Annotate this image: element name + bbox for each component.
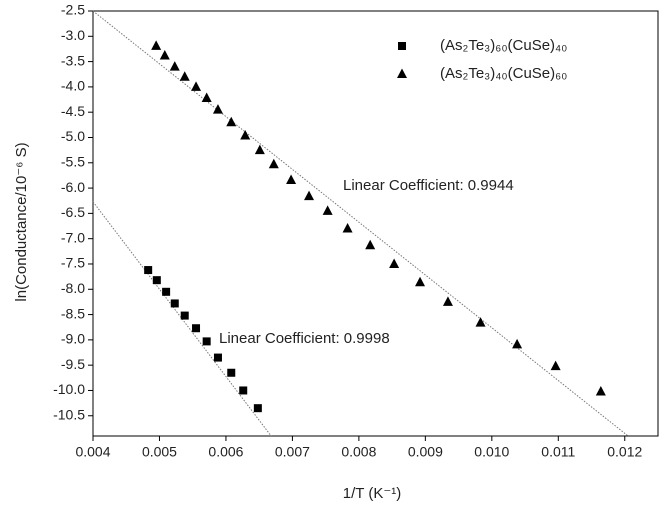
- y-tick-label: -5.5: [61, 153, 85, 169]
- x-tick-label: 0.012: [607, 444, 642, 460]
- x-tick-label: 0.008: [341, 444, 376, 460]
- y-tick-label: -2.5: [61, 2, 85, 18]
- marker-triangle: [595, 385, 606, 396]
- marker-square: [144, 266, 153, 275]
- y-tick-label: -5.0: [61, 128, 85, 144]
- x-tick-label: 0.004: [75, 444, 110, 460]
- marker-square: [202, 337, 211, 346]
- marker-triangle: [475, 317, 486, 327]
- y-tick-label: -4.0: [61, 78, 85, 94]
- marker-triangle: [550, 360, 561, 371]
- y-tick-label: -7.5: [61, 255, 85, 271]
- marker-triangle: [512, 338, 523, 349]
- marker-triangle: [415, 276, 426, 287]
- x-tick-label: 0.005: [142, 444, 177, 460]
- y-tick-label: -7.0: [61, 229, 85, 245]
- marker-triangle: [254, 144, 265, 155]
- y-tick-label: -4.5: [61, 103, 85, 119]
- marker-triangle: [268, 158, 279, 169]
- y-axis-label: ln(Conductance/10⁻⁶ S): [13, 142, 30, 301]
- legend-label: (As₂Te₃)₄₀(CuSe)₆₀: [440, 65, 567, 82]
- marker-triangle: [191, 81, 202, 91]
- marker-triangle: [304, 190, 315, 201]
- annotation: Linear Coefficient: 0.9998: [219, 330, 390, 347]
- x-tick-label: 0.006: [208, 444, 243, 460]
- y-tick-label: -3.5: [61, 52, 85, 68]
- x-tick-label: 0.009: [408, 444, 443, 460]
- marker-square: [162, 287, 171, 296]
- legend-marker: [398, 42, 406, 50]
- marker-triangle: [179, 71, 190, 81]
- marker-square: [213, 353, 222, 362]
- marker-square: [192, 324, 201, 333]
- y-tick-label: -6.5: [61, 204, 85, 220]
- y-tick-label: -9.0: [61, 331, 85, 347]
- annotation: Linear Coefficient: 0.9944: [343, 177, 514, 194]
- x-tick-label: 0.007: [275, 444, 310, 460]
- legend-label: (As₂Te₃)₆₀(CuSe)₄₀: [440, 37, 567, 54]
- x-tick-label: 0.011: [541, 444, 575, 460]
- marker-triangle: [212, 104, 223, 114]
- marker-triangle: [226, 116, 237, 127]
- marker-square: [227, 368, 236, 377]
- x-tick-label: 0.010: [474, 444, 509, 460]
- marker-triangle: [365, 239, 376, 250]
- marker-square: [170, 299, 179, 308]
- marker-square: [180, 311, 189, 320]
- y-tick-label: -6.0: [61, 179, 85, 195]
- marker-triangle: [201, 92, 212, 103]
- y-tick-label: -10.5: [53, 406, 85, 422]
- marker-triangle: [322, 205, 333, 215]
- marker-triangle: [442, 296, 453, 306]
- plot-frame: [92, 10, 659, 437]
- y-tick-label: -8.5: [61, 305, 85, 321]
- marker-triangle: [389, 258, 400, 268]
- marker-square: [152, 276, 161, 285]
- marker-triangle: [342, 223, 353, 233]
- y-tick-label: -10.0: [53, 381, 85, 397]
- marker-square: [253, 404, 262, 413]
- marker-triangle: [286, 174, 297, 184]
- marker-triangle: [151, 40, 162, 50]
- marker-triangle: [159, 50, 170, 60]
- y-tick-label: -8.0: [61, 280, 85, 296]
- x-axis-label: 1/T (K⁻¹): [343, 485, 401, 502]
- legend-marker: [397, 68, 407, 78]
- marker-triangle: [169, 61, 180, 71]
- y-tick-label: -9.5: [61, 356, 85, 372]
- y-tick-label: -3.0: [61, 27, 85, 43]
- marker-triangle: [240, 129, 251, 140]
- marker-square: [239, 386, 248, 395]
